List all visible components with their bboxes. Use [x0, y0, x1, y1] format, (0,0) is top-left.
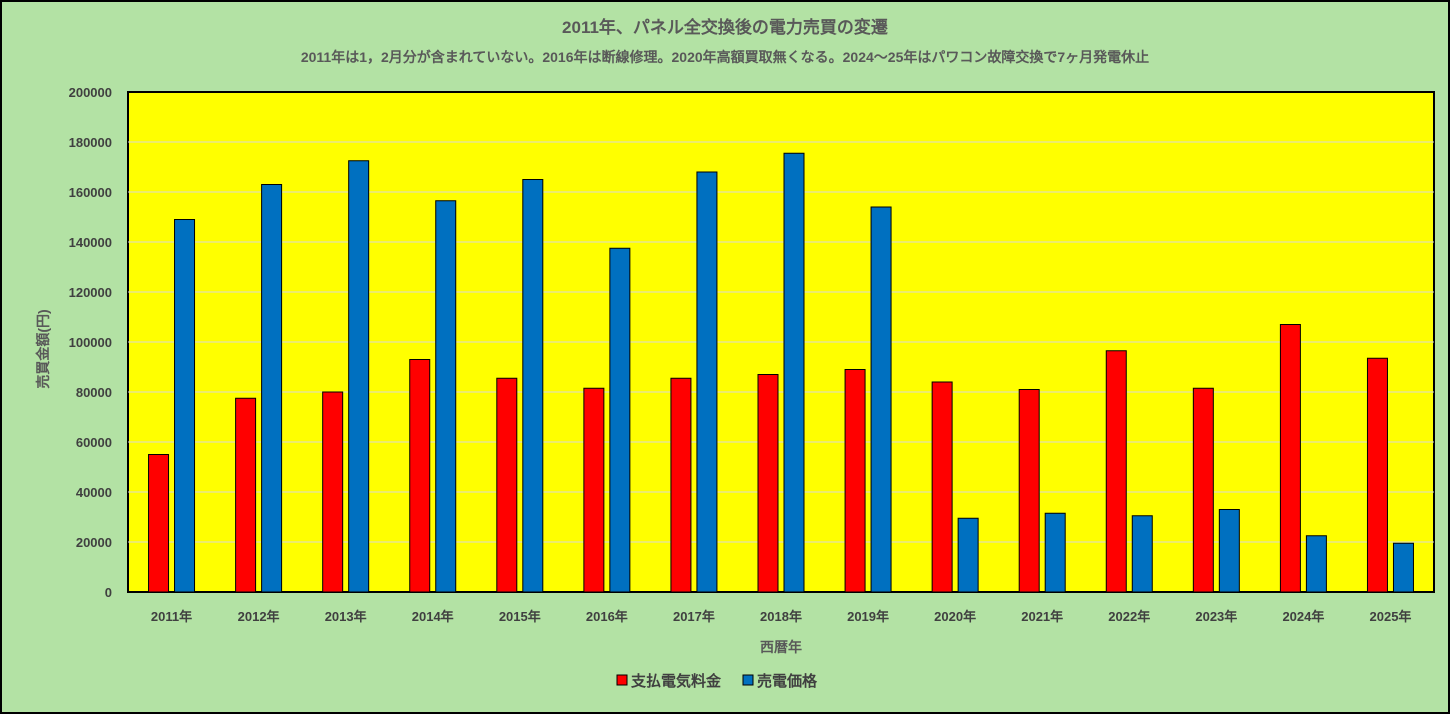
bar-sales-2021年 — [1044, 512, 1066, 593]
legend-swatch — [742, 674, 754, 686]
bar-payment-2022年 — [1105, 350, 1127, 593]
bar-payment-2024年 — [1279, 324, 1301, 593]
y-tick-label: 0 — [105, 585, 112, 600]
bar-payment-2019年 — [844, 369, 866, 593]
bar-sales-2020年 — [957, 517, 979, 593]
bar-payment-2021年 — [1018, 389, 1040, 593]
y-axis-title: 売買金額(円) — [35, 309, 51, 388]
bar-payment-2020年 — [931, 381, 953, 593]
y-tick-label: 100000 — [69, 335, 112, 350]
bar-sales-2024年 — [1305, 535, 1327, 593]
x-tick-label: 2012年 — [238, 609, 280, 624]
gridlines — [128, 141, 1434, 543]
y-tick-label: 160000 — [69, 185, 112, 200]
x-tick-label: 2018年 — [760, 609, 802, 624]
legend-label: 支払電気料金 — [630, 672, 722, 690]
y-tick-label: 80000 — [76, 385, 112, 400]
bar-sales-2011年 — [174, 219, 196, 593]
y-axis-ticks: 0 20000 40000 60000 80000 100000 120000 140000 1… — [69, 85, 112, 600]
bar-payment-2011年 — [148, 454, 170, 593]
bars — [148, 152, 1414, 593]
x-axis-ticks: 2011年 2012年 2013年 2014年 2015年 2016年 2017年 2018年… — [151, 609, 1411, 624]
bar-sales-2018年 — [783, 152, 805, 593]
chart-subtitle: 2011年は1，2月分が含まれていない。2016年は断線修理。2020年高額買取… — [301, 49, 1149, 65]
x-tick-label: 2020年 — [934, 609, 976, 624]
y-tick-label: 180000 — [69, 135, 112, 150]
bar-sales-2014年 — [435, 200, 457, 593]
x-tick-label: 2025年 — [1370, 609, 1412, 624]
y-tick-label: 40000 — [76, 485, 112, 500]
x-tick-label: 2021年 — [1021, 609, 1063, 624]
bar-payment-2025年 — [1366, 357, 1388, 593]
bar-sales-2019年 — [870, 206, 892, 593]
bar-sales-2023年 — [1218, 509, 1240, 593]
x-tick-label: 2016年 — [586, 609, 628, 624]
chart-title: 2011年、パネル全交換後の電力売買の変遷 — [562, 17, 888, 37]
bar-sales-2015年 — [522, 179, 544, 593]
bar-sales-2025年 — [1392, 542, 1414, 593]
x-tick-label: 2011年 — [151, 609, 192, 624]
x-tick-label: 2015年 — [499, 609, 541, 624]
y-tick-label: 60000 — [76, 435, 112, 450]
bar-sales-2012年 — [261, 184, 283, 593]
bar-payment-2012年 — [235, 397, 257, 593]
bar-sales-2016年 — [609, 247, 631, 593]
y-tick-label: 200000 — [69, 85, 112, 100]
x-tick-label: 2014年 — [412, 609, 454, 624]
legend-swatch — [616, 674, 628, 686]
bar-payment-2017年 — [670, 377, 692, 593]
x-tick-label: 2013年 — [325, 609, 367, 624]
bar-payment-2023年 — [1192, 387, 1214, 593]
legend-label: 売電価格 — [757, 672, 818, 690]
y-tick-label: 20000 — [76, 535, 112, 550]
bar-payment-2015年 — [496, 377, 518, 593]
bar-sales-2022年 — [1131, 515, 1153, 593]
y-tick-label: 120000 — [69, 285, 112, 300]
bar-payment-2014年 — [409, 359, 431, 593]
bar-sales-2017年 — [696, 171, 718, 593]
x-tick-label: 2022年 — [1108, 609, 1150, 624]
x-tick-label: 2017年 — [673, 609, 715, 624]
x-tick-label: 2024年 — [1282, 609, 1324, 624]
y-tick-label: 140000 — [69, 235, 112, 250]
legend: 支払電気料金 売電価格 — [616, 672, 818, 690]
bar-sales-2013年 — [348, 160, 370, 593]
x-axis-title: 西暦年 — [760, 639, 802, 655]
bar-payment-2013年 — [322, 391, 344, 593]
bar-payment-2018年 — [757, 374, 779, 593]
x-tick-label: 2019年 — [847, 609, 889, 624]
bar-payment-2016年 — [583, 387, 605, 593]
x-tick-label: 2023年 — [1195, 609, 1237, 624]
